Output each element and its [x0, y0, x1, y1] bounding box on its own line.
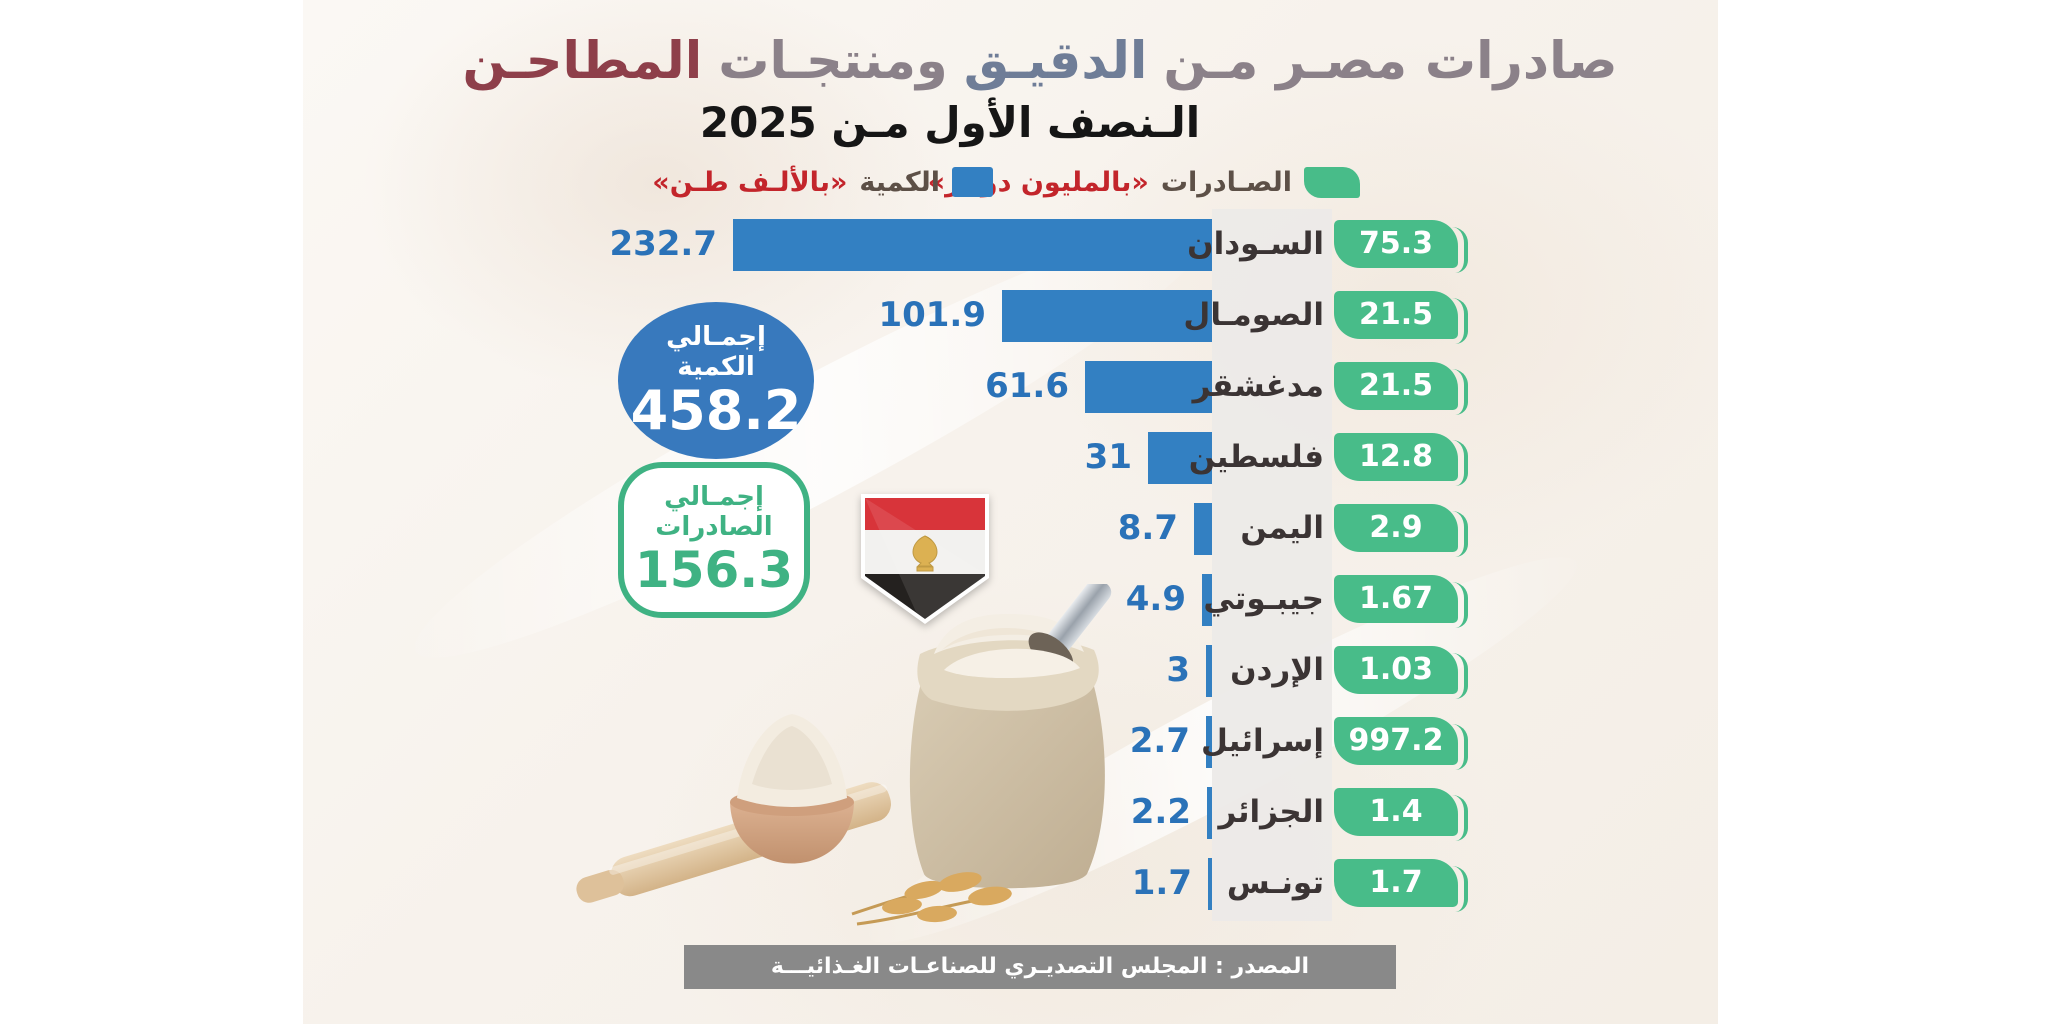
exports-badge: 12.8: [1334, 433, 1468, 486]
country-label: إسرائيل: [1201, 723, 1324, 759]
quantity-value: 4.9: [1125, 579, 1186, 619]
total-quantity-caption: الكمية: [677, 351, 755, 382]
country-label: السـودان: [1187, 226, 1324, 262]
quantity-value: 232.7: [609, 224, 717, 264]
country-label: مدغشقر: [1192, 368, 1324, 404]
table-row: 2.7 إسرائيل 997.2: [0, 706, 2048, 777]
total-exports-value: 156.3: [634, 541, 794, 599]
exports-badge: 21.5: [1334, 291, 1468, 344]
table-row: 8.7 اليمن 2.9: [0, 493, 2048, 564]
quantity-bar: [1002, 290, 1212, 342]
total-quantity-caption: إجمـالي: [666, 321, 766, 352]
quantity-bar: [733, 219, 1212, 271]
title-segment: صادرات مصـر مـن: [1163, 31, 1618, 91]
flour-still-life-photo: [576, 584, 1112, 926]
exports-badge: 1.03: [1334, 646, 1468, 699]
quantity-value: 2.7: [1129, 721, 1190, 761]
exports-badge: 1.7: [1334, 859, 1468, 912]
exports-swatch-icon: [1304, 166, 1360, 198]
table-row: 232.7 السـودان 75.3: [0, 209, 2048, 280]
legend-quantity-label: الكمية: [859, 166, 940, 198]
quantity-bar: [1208, 858, 1212, 910]
exports-badge: 1.67: [1334, 575, 1468, 628]
legend-exports-label: الصـادرات: [1160, 166, 1292, 198]
quantity-bar: [1085, 361, 1212, 413]
country-label: الجزائر: [1218, 794, 1324, 830]
quantity-value: 101.9: [878, 295, 986, 335]
quantity-bar: [1194, 503, 1212, 555]
quantity-bar: [1207, 787, 1212, 839]
table-row: 61.6 مدغشقر 21.5: [0, 351, 2048, 422]
quantity-value: 61.6: [985, 366, 1069, 406]
quantity-bar: [1206, 645, 1212, 697]
title-segment: ومنتجـات: [718, 31, 948, 91]
quantity-value: 2.2: [1130, 792, 1191, 832]
country-label: تونـس: [1226, 865, 1324, 901]
exports-badge: 75.3: [1334, 220, 1468, 273]
table-row: 3 الإردن 1.03: [0, 635, 2048, 706]
country-label: فلسطين: [1188, 439, 1324, 475]
table-row: 31 فلسطين 12.8: [0, 422, 2048, 493]
total-exports-caption: الصادرات: [655, 512, 773, 542]
table-row: 1.7 تونـس 1.7: [0, 848, 2048, 919]
total-quantity-value: 458.2: [630, 378, 802, 442]
quantity-value: 3: [1166, 650, 1190, 690]
title-segment: الدقيـق: [963, 31, 1148, 91]
legend-quantity: الكمية «بالألـف طـن»: [652, 163, 993, 201]
exports-badge: 2.9: [1334, 504, 1468, 557]
quantity-bar: [1148, 432, 1212, 484]
quantity-value: 8.7: [1117, 508, 1178, 548]
country-label: الصومـال: [1183, 297, 1324, 333]
quantity-value: 1.7: [1131, 863, 1192, 903]
total-quantity-circle: إجمـالي الكمية 458.2: [618, 302, 814, 459]
exports-badge: 1.4: [1334, 788, 1468, 841]
table-row: 2.2 الجزائر 1.4: [0, 777, 2048, 848]
country-column-band: [1212, 209, 1332, 921]
quantity-bar: [1202, 574, 1212, 626]
source-bar: المصدر : المجلس التصديـري للصناعـات الغـ…: [684, 945, 1396, 989]
quantity-bar: [1206, 716, 1212, 768]
quantity-swatch-icon: [952, 167, 993, 197]
bar-chart: 232.7 السـودان 75.3 101.9 الصومـال 21.5 61.6…: [0, 209, 2048, 921]
country-label: جيبـوتي: [1203, 581, 1324, 617]
page-subtitle: الـنصف الأول مـن 2025: [699, 98, 1201, 147]
exports-badge: 997.2: [1334, 717, 1468, 770]
page-title: صادرات مصـر مـن الدقيـق ومنتجـات المطاحـ…: [462, 28, 1617, 94]
title-segment: المطاحـن: [462, 31, 703, 91]
total-exports-box: إجمـالي الصادرات 156.3: [618, 462, 810, 618]
table-row: 101.9 الصومـال 21.5: [0, 280, 2048, 351]
table-row: 4.9 جيبـوتي 1.67: [0, 564, 2048, 635]
exports-badge: 21.5: [1334, 362, 1468, 415]
egypt-flag-icon: [861, 494, 989, 624]
country-label: اليمن: [1240, 510, 1324, 546]
total-exports-caption: إجمـالي: [664, 482, 764, 512]
legend-quantity-unit: «بالألـف طـن»: [652, 166, 848, 198]
quantity-value: 31: [1084, 437, 1132, 477]
country-label: الإردن: [1230, 652, 1324, 688]
